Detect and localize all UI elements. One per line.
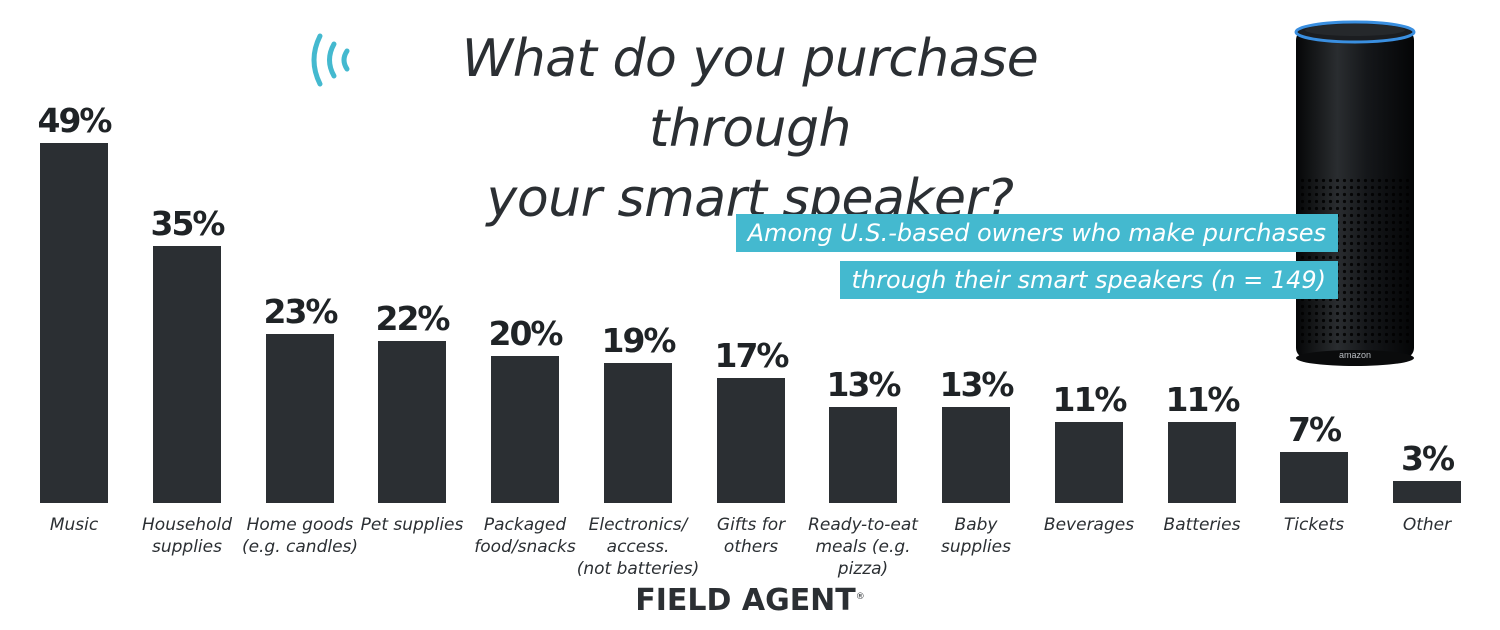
bar xyxy=(40,143,108,503)
value-label: 22% xyxy=(375,299,451,338)
bar xyxy=(378,341,446,503)
value-label: 17% xyxy=(714,336,790,375)
value-label: 13% xyxy=(826,365,902,404)
category-label: Pet supplies xyxy=(360,515,464,535)
bar xyxy=(153,246,221,503)
smart-speaker-image: amazon xyxy=(1294,20,1416,366)
bar xyxy=(1393,481,1461,503)
sound-waves-icon xyxy=(311,33,350,87)
bar xyxy=(829,407,897,503)
category-label: Gifts for others xyxy=(716,515,786,557)
subtitle-line-2: through their smart speakers (n = 149) xyxy=(839,261,1338,299)
category-label: Packaged food/snacks xyxy=(474,515,576,557)
bar xyxy=(1280,452,1348,503)
value-label: 23% xyxy=(263,292,339,331)
value-label: 7% xyxy=(1287,410,1342,449)
category-label: Baby supplies xyxy=(941,515,1011,557)
value-label: 35% xyxy=(150,204,226,243)
bar xyxy=(717,378,785,503)
value-label: 3% xyxy=(1400,439,1455,478)
category-label: Household supplies xyxy=(142,515,232,557)
value-label: 13% xyxy=(939,365,1015,404)
category-label: Beverages xyxy=(1043,515,1135,535)
category-label: Other xyxy=(1402,515,1452,535)
bar xyxy=(604,363,672,503)
value-label: 49% xyxy=(37,101,113,140)
category-label: Ready-to-eat meals (e.g. pizza) xyxy=(808,515,918,579)
category-label: Batteries xyxy=(1163,515,1241,535)
bar xyxy=(266,334,334,503)
bar xyxy=(1168,422,1236,503)
value-label: 19% xyxy=(601,321,677,360)
bar xyxy=(491,356,559,503)
category-label: Music xyxy=(49,515,99,535)
brand-name: FIELD AGENT xyxy=(635,583,856,618)
bar xyxy=(1055,422,1123,503)
title-line-1: What do you purchase through xyxy=(461,29,1039,159)
value-label: 11% xyxy=(1165,380,1241,419)
bar xyxy=(942,407,1010,503)
subtitle-line-1: Among U.S.-based owners who make purchas… xyxy=(735,214,1338,252)
brand-logo: FIELD AGENT® xyxy=(0,583,1500,618)
category-label: Home goods (e.g. candles) xyxy=(241,515,359,557)
value-label: 11% xyxy=(1052,380,1128,419)
value-label: 20% xyxy=(488,314,564,353)
registered-mark: ® xyxy=(855,592,865,602)
speaker-brand-text: amazon xyxy=(1339,350,1371,360)
chart-title: What do you purchase through your smart … xyxy=(370,24,1130,234)
category-label: Electronics/ access. (not batteries) xyxy=(576,515,700,579)
category-label: Tickets xyxy=(1283,515,1345,535)
